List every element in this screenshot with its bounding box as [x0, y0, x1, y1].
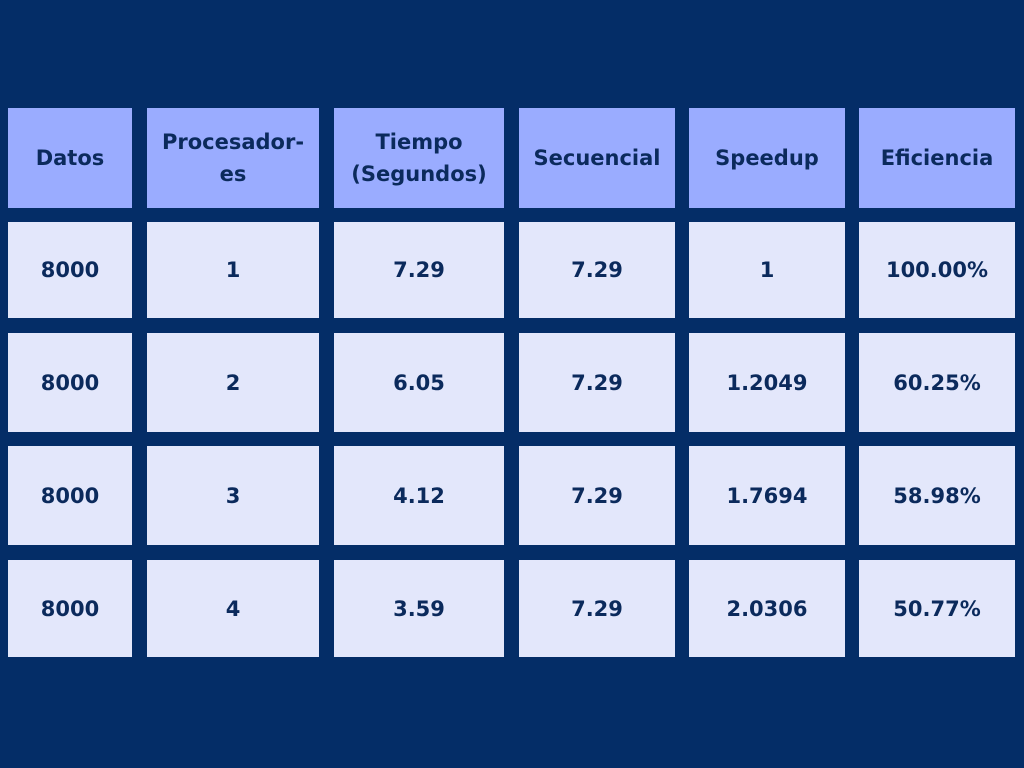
table-cell-r2-c5: 1.2049 [689, 333, 845, 432]
table-cell-r4-c3: 3.59 [334, 560, 504, 657]
table-cell-r1-c4: 7.29 [519, 222, 675, 318]
table-cell-r1-c5: 1 [689, 222, 845, 318]
table-cell-r1-c1: 8000 [8, 222, 132, 318]
column-header-5: Speedup [689, 108, 845, 208]
column-header-2: Procesador­es [147, 108, 319, 208]
table-cell-r4-c1: 8000 [8, 560, 132, 657]
table-cell-r3-c2: 3 [147, 446, 319, 545]
table-cell-r4-c4: 7.29 [519, 560, 675, 657]
column-header-3: Tiempo (Segundos) [334, 108, 504, 208]
table-cell-r3-c3: 4.12 [334, 446, 504, 545]
table-cell-r2-c4: 7.29 [519, 333, 675, 432]
table-cell-r1-c2: 1 [147, 222, 319, 318]
table-cell-r3-c1: 8000 [8, 446, 132, 545]
table-cell-r3-c6: 58.98% [859, 446, 1015, 545]
table-cell-r4-c2: 4 [147, 560, 319, 657]
table-cell-r2-c3: 6.05 [334, 333, 504, 432]
table-cell-r4-c5: 2.0306 [689, 560, 845, 657]
table-cell-r1-c3: 7.29 [334, 222, 504, 318]
table-cell-r3-c4: 7.29 [519, 446, 675, 545]
table-cell-r1-c6: 100.00% [859, 222, 1015, 318]
column-header-1: Datos [8, 108, 132, 208]
table-cell-r2-c2: 2 [147, 333, 319, 432]
table-cell-r3-c5: 1.7694 [689, 446, 845, 545]
table-cell-r4-c6: 50.77% [859, 560, 1015, 657]
table-cell-r2-c6: 60.25% [859, 333, 1015, 432]
column-header-6: Eficiencia [859, 108, 1015, 208]
table-cell-r2-c1: 8000 [8, 333, 132, 432]
column-header-4: Secuencial [519, 108, 675, 208]
